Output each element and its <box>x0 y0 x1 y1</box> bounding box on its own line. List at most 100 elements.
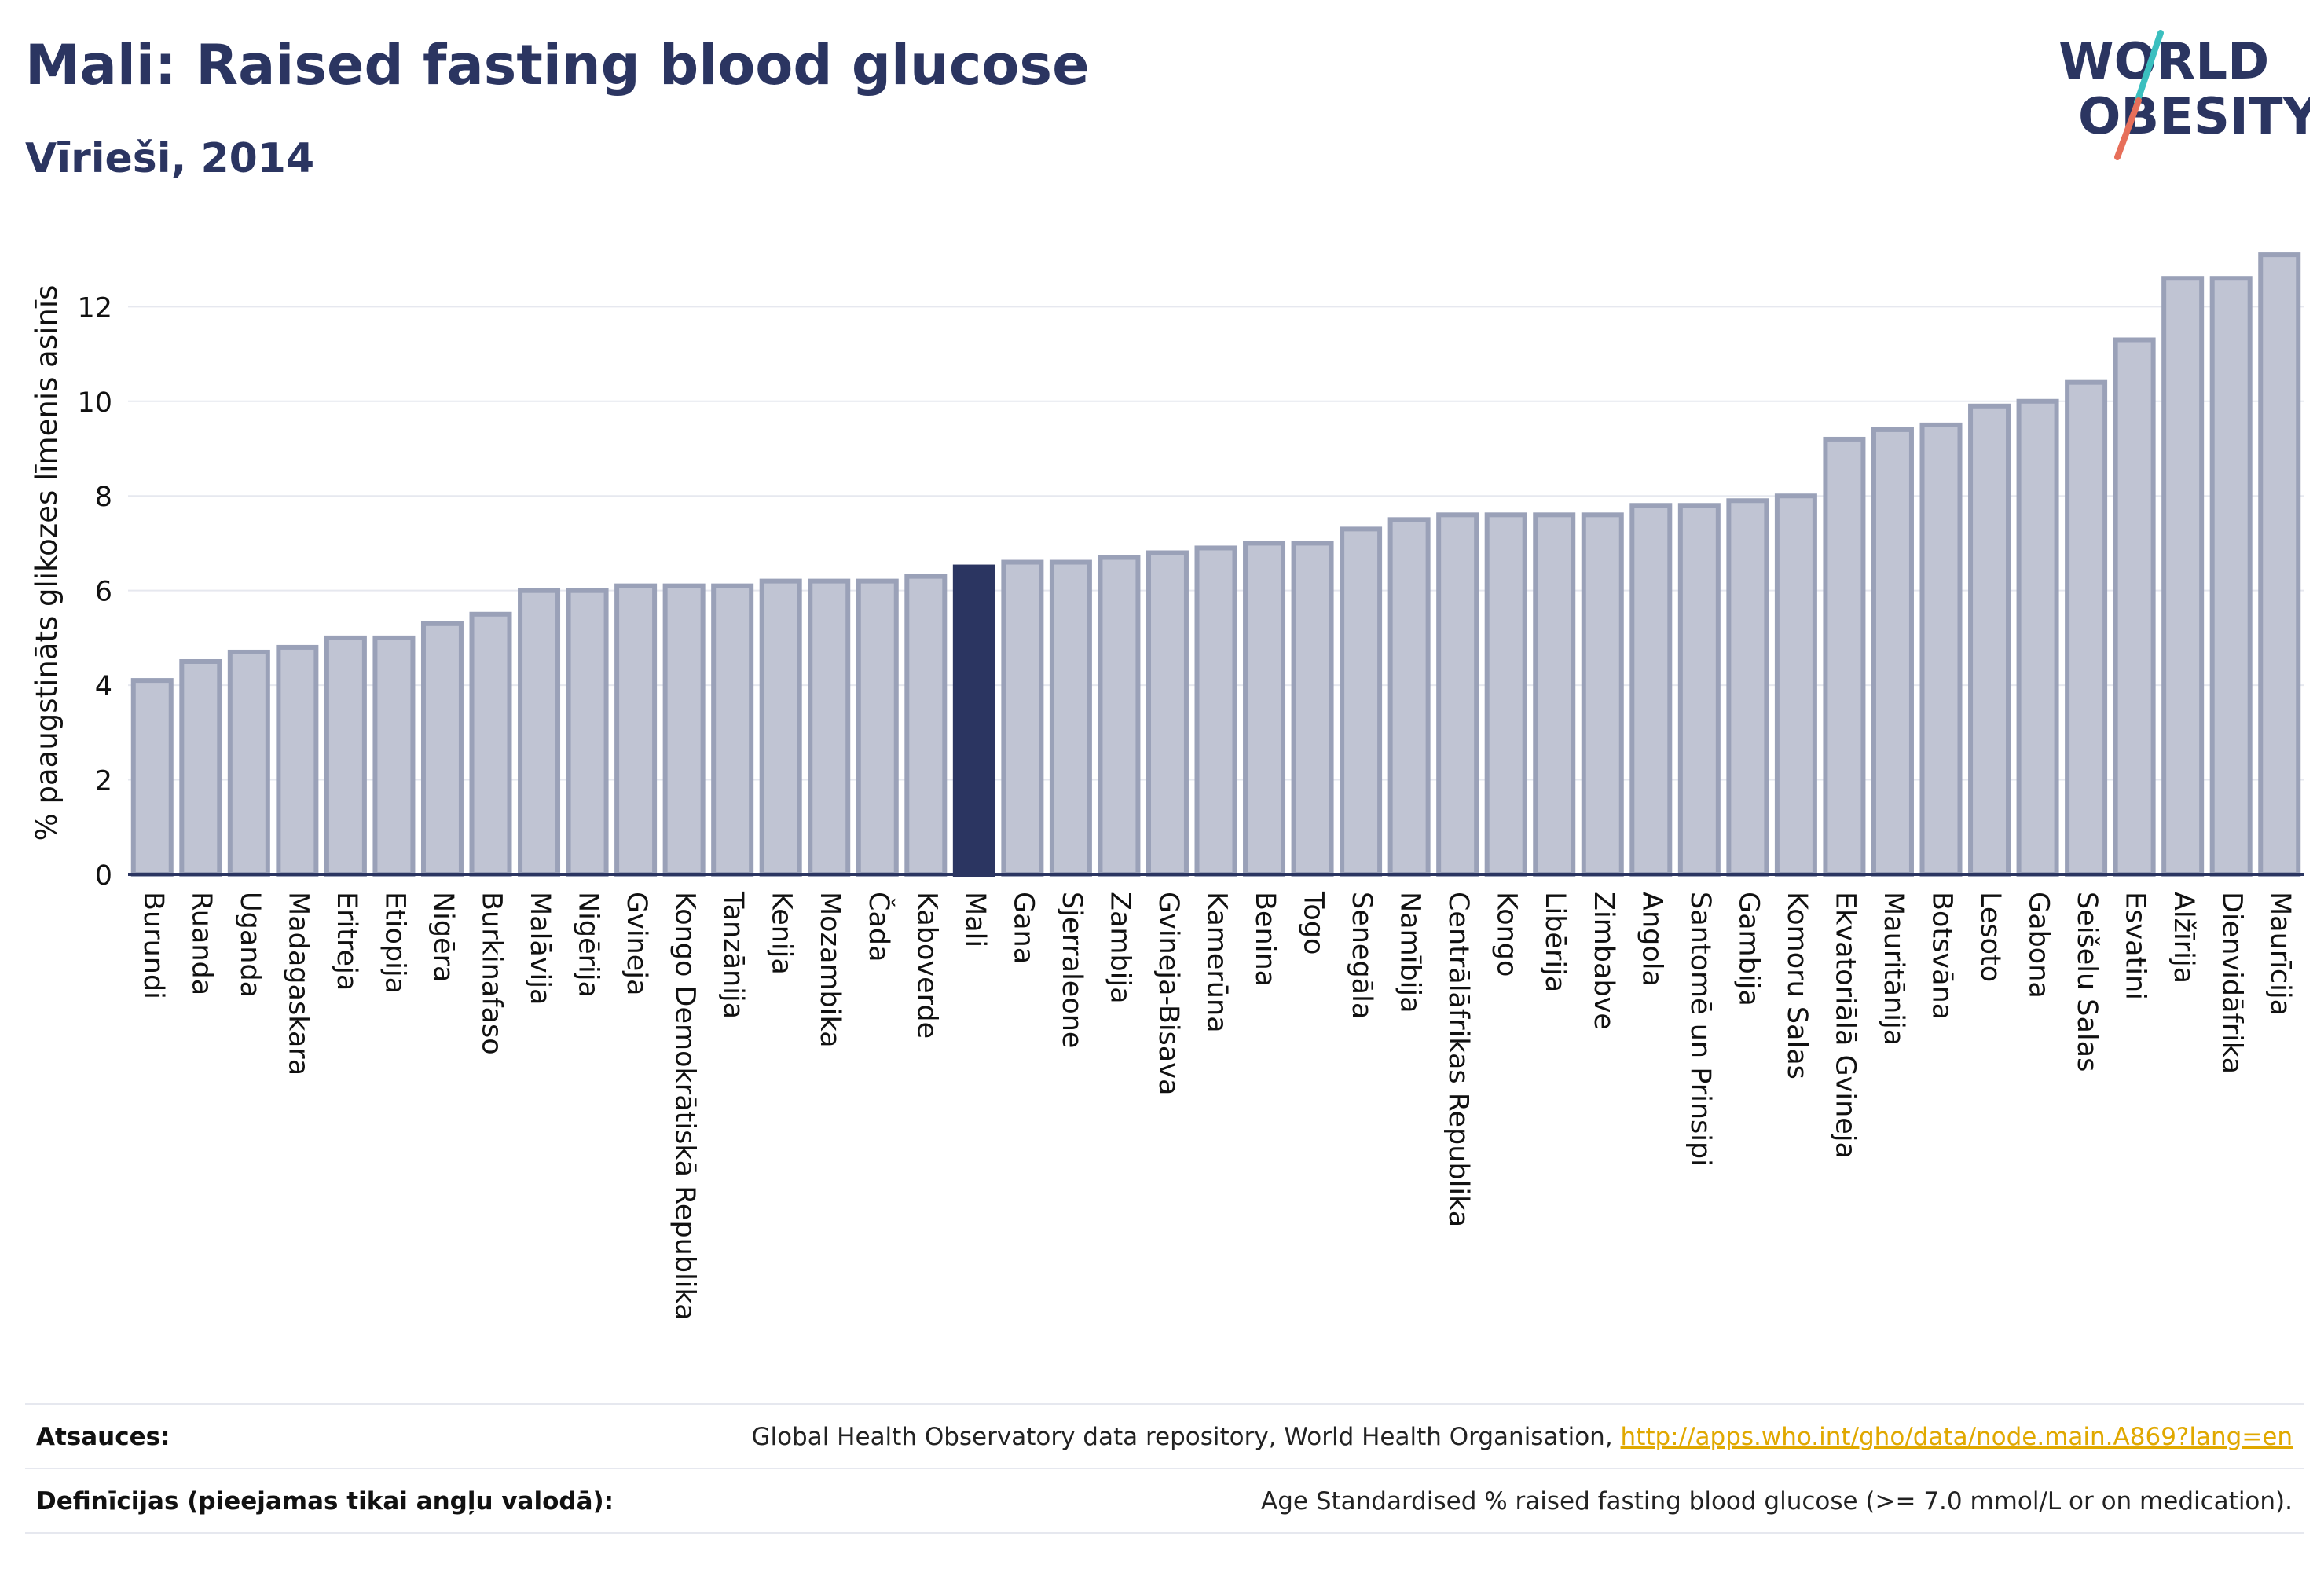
y-tick-label: 2 <box>95 766 112 797</box>
bar-35 <box>1823 436 1866 877</box>
bar-29 <box>1533 512 1576 877</box>
bar-40 <box>2065 379 2108 877</box>
bar-39 <box>2016 398 2059 877</box>
x-tick-label: Gvineja-Bisava <box>1153 892 1184 1095</box>
x-tick-label: Gvineja <box>621 892 652 995</box>
x-tick-label: Mali <box>959 892 991 947</box>
bar-22 <box>1194 545 1237 877</box>
x-tick-label: Čada <box>863 892 896 962</box>
bar-23 <box>1243 541 1286 877</box>
x-tick-label: Benina <box>1249 892 1281 987</box>
bar-1 <box>179 659 222 877</box>
bar-18 <box>1001 559 1044 877</box>
x-tick-label: Kenija <box>766 892 797 975</box>
bar-20 <box>1098 555 1141 877</box>
x-tick-label: Zimbabve <box>1588 892 1619 1030</box>
bar-27 <box>1436 512 1479 877</box>
y-tick-label: 12 <box>77 292 112 324</box>
bar-10 <box>614 583 658 878</box>
x-tick-label: Maurīcija <box>2264 892 2296 1016</box>
bar-3 <box>276 644 319 878</box>
bar-0 <box>130 678 174 877</box>
x-tick-label: Kaboverde <box>911 892 942 1039</box>
x-tick-label: Esvatini <box>2120 892 2151 1000</box>
x-tick-label: Malāvija <box>524 892 555 1005</box>
x-tick-label: Senegāla <box>1346 892 1377 1019</box>
x-tick-label: Gabona <box>2023 892 2055 999</box>
bar-11 <box>662 583 706 878</box>
bar-7 <box>469 611 512 877</box>
bar-32 <box>1677 503 1721 877</box>
x-tick-label: Angola <box>1636 892 1667 987</box>
x-tick-label: Komoru Salas <box>1781 892 1813 1079</box>
axis-layer: 0 2 4 6 8 10 12 Burundi Ruanda Uganda Madagaskara E… <box>77 292 2304 1321</box>
x-tick-label: Eritreja <box>331 892 362 991</box>
x-tick-label: Sjerraleone <box>1056 892 1087 1048</box>
bar-28 <box>1484 512 1527 877</box>
sources-value: Global Health Observatory data repositor… <box>751 1423 2304 1451</box>
logo-line-1: WORLD <box>2058 33 2269 91</box>
sources-label: Atsauces: <box>36 1423 170 1451</box>
x-tick-label: Lesoto <box>1974 892 2006 982</box>
x-tick-label: Kongo <box>1491 892 1523 977</box>
bar-24 <box>1291 541 1334 877</box>
world-obesity-logo: WORLD OBESITY <box>2058 30 2310 160</box>
bar-12 <box>711 583 754 878</box>
y-tick-label: 4 <box>95 671 112 702</box>
bar-13 <box>759 578 802 877</box>
bar-41 <box>2113 337 2156 877</box>
x-tick-label: Gana <box>1007 892 1039 964</box>
y-tick-label: 8 <box>95 482 112 513</box>
x-tick-label: Santomē un Prinsipi <box>1684 892 1716 1167</box>
bar-30 <box>1581 512 1624 877</box>
bar-chart: 0 2 4 6 8 10 12 Burundi Ruanda Uganda Madagaskara E… <box>30 252 2304 1321</box>
x-tick-label: Tanzānija <box>717 891 749 1019</box>
y-axis-label: % paaugstināts glikozes līmenis asinīs <box>30 285 64 841</box>
x-tick-label: Namībija <box>1395 892 1426 1013</box>
bar-6 <box>420 621 464 877</box>
y-tick-label: 10 <box>77 387 112 419</box>
bar-21 <box>1146 550 1189 877</box>
logo-slash-coral <box>2114 97 2142 160</box>
x-tick-label: Zambija <box>1104 892 1135 1004</box>
x-tick-label: Ruanda <box>185 892 217 995</box>
bar-25 <box>1340 526 1383 878</box>
x-tick-label: Togo <box>1298 891 1329 955</box>
bar-33 <box>1726 498 1769 877</box>
x-tick-label: Botsvāna <box>1926 892 1958 1020</box>
x-tick-label: Gambija <box>1732 892 1764 1006</box>
x-tick-label: Kamerūna <box>1201 892 1233 1033</box>
bar-43 <box>2209 276 2253 877</box>
bar-34 <box>1774 493 1817 877</box>
x-tick-label: Alžīrija <box>2168 892 2199 984</box>
bar-16 <box>904 574 948 877</box>
x-tick-label: Kongo Demokrātiskā Republika <box>669 892 701 1321</box>
bar-31 <box>1629 503 1673 877</box>
y-tick-label: 6 <box>95 577 112 608</box>
bar-4 <box>324 635 367 878</box>
x-tick-label: Burkinafaso <box>476 892 508 1055</box>
definitions-label: Definīcijas (pieejamas tikai angļu valod… <box>36 1487 614 1516</box>
bar-layer <box>130 252 2301 878</box>
bar-5 <box>372 635 416 878</box>
x-tick-label: Ekvatoriālā Gvineja <box>1829 892 1860 1159</box>
logo-slash-teal <box>2134 30 2164 105</box>
bar-44 <box>2258 252 2301 878</box>
definitions-row: Definīcijas (pieejamas tikai angļu valod… <box>25 1468 2304 1534</box>
x-tick-label: Madagaskara <box>282 892 313 1076</box>
bar-26 <box>1387 517 1431 877</box>
definitions-value: Age Standardised % raised fasting blood … <box>1261 1487 2293 1516</box>
x-tick-label: Libērija <box>1539 892 1571 992</box>
bar-9 <box>566 588 609 878</box>
bar-14 <box>808 578 851 877</box>
bar-38 <box>1968 403 2011 877</box>
sources-link[interactable]: http://apps.who.int/gho/data/node.main.A… <box>1620 1423 2293 1451</box>
x-tick-label: Mozambika <box>814 892 845 1048</box>
chart-title: Mali: Raised fasting blood glucose <box>25 33 1090 97</box>
bar-2 <box>227 649 270 877</box>
x-tick-label: Mauritānija <box>1878 892 1909 1046</box>
y-tick-label: 0 <box>95 860 112 892</box>
logo-line-2: OBESITY <box>2078 88 2310 146</box>
sources-text: Global Health Observatory data repositor… <box>751 1423 1621 1451</box>
bar-36 <box>1871 427 1914 877</box>
